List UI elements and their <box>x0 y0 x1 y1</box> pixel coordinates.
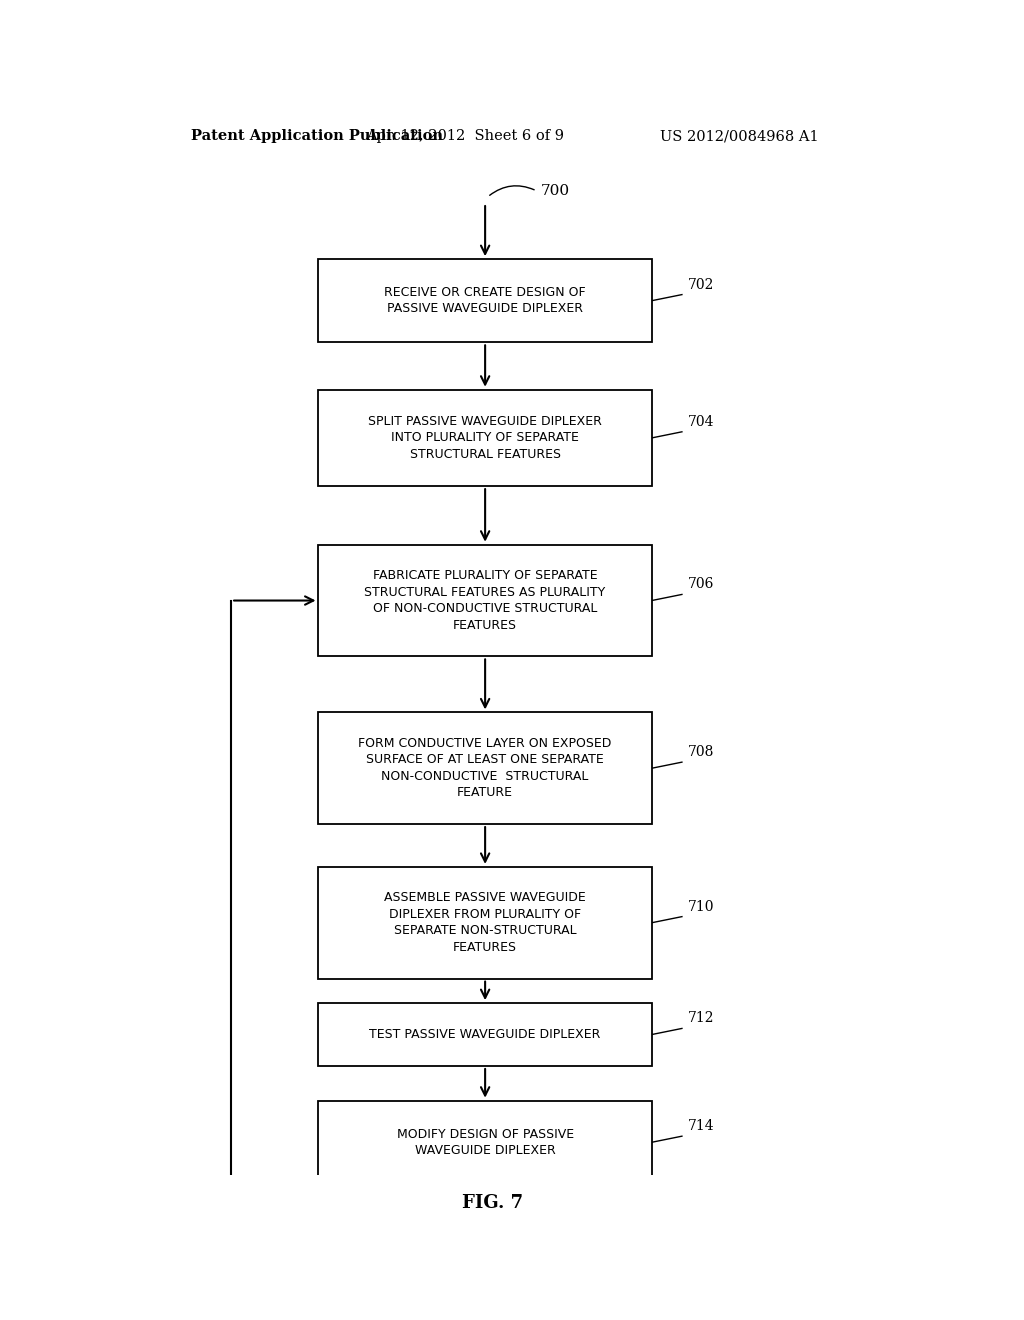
Text: 712: 712 <box>687 1011 714 1026</box>
Bar <box>318 1101 652 1184</box>
Text: 708: 708 <box>687 744 714 759</box>
Text: US 2012/0084968 A1: US 2012/0084968 A1 <box>659 129 818 143</box>
Text: TEST PASSIVE WAVEGUIDE DIPLEXER: TEST PASSIVE WAVEGUIDE DIPLEXER <box>370 1028 601 1041</box>
Bar <box>318 713 652 824</box>
Text: ASSEMBLE PASSIVE WAVEGUIDE
DIPLEXER FROM PLURALITY OF
SEPARATE NON-STRUCTURAL
FE: ASSEMBLE PASSIVE WAVEGUIDE DIPLEXER FROM… <box>384 891 586 954</box>
Text: 714: 714 <box>687 1119 714 1133</box>
Text: MODIFY DESIGN OF PASSIVE
WAVEGUIDE DIPLEXER: MODIFY DESIGN OF PASSIVE WAVEGUIDE DIPLE… <box>396 1127 573 1158</box>
Text: 710: 710 <box>687 900 714 913</box>
Text: 702: 702 <box>687 277 714 292</box>
Text: FIG. 7: FIG. 7 <box>463 1195 523 1212</box>
Bar <box>318 1003 652 1067</box>
Bar <box>318 389 652 486</box>
Text: 704: 704 <box>687 414 714 429</box>
Text: 700: 700 <box>541 183 569 198</box>
Bar <box>318 545 652 656</box>
Text: SPLIT PASSIVE WAVEGUIDE DIPLEXER
INTO PLURALITY OF SEPARATE
STRUCTURAL FEATURES: SPLIT PASSIVE WAVEGUIDE DIPLEXER INTO PL… <box>369 414 602 461</box>
Text: Apr. 12, 2012  Sheet 6 of 9: Apr. 12, 2012 Sheet 6 of 9 <box>367 129 564 143</box>
Text: Patent Application Publication: Patent Application Publication <box>191 129 443 143</box>
Text: FORM CONDUCTIVE LAYER ON EXPOSED
SURFACE OF AT LEAST ONE SEPARATE
NON-CONDUCTIVE: FORM CONDUCTIVE LAYER ON EXPOSED SURFACE… <box>358 737 611 800</box>
Text: RECEIVE OR CREATE DESIGN OF
PASSIVE WAVEGUIDE DIPLEXER: RECEIVE OR CREATE DESIGN OF PASSIVE WAVE… <box>384 286 586 315</box>
Bar <box>318 867 652 978</box>
Bar <box>318 259 652 342</box>
Text: FABRICATE PLURALITY OF SEPARATE
STRUCTURAL FEATURES AS PLURALITY
OF NON-CONDUCTI: FABRICATE PLURALITY OF SEPARATE STRUCTUR… <box>365 569 606 632</box>
Text: 706: 706 <box>687 577 714 591</box>
